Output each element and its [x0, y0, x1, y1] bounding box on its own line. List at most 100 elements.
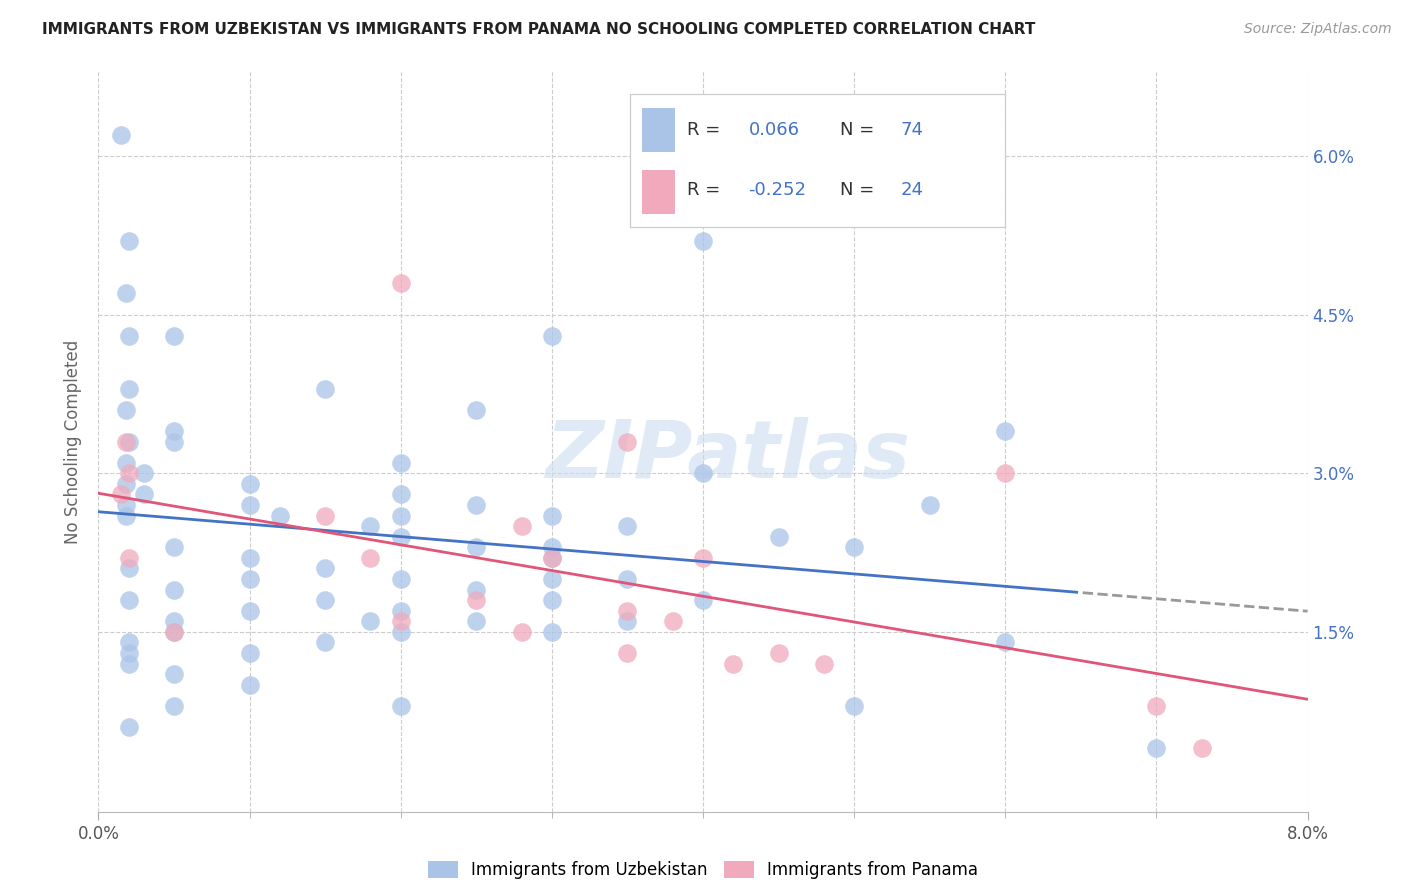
- Point: [616, 646, 638, 660]
- Point: [540, 328, 562, 343]
- Point: [692, 467, 714, 481]
- Point: [163, 328, 186, 343]
- Point: [360, 550, 382, 565]
- Point: [616, 615, 638, 629]
- Point: [994, 467, 1017, 481]
- Point: [118, 720, 141, 734]
- Point: [465, 593, 488, 607]
- Point: [118, 561, 141, 575]
- Point: [239, 550, 262, 565]
- Point: [118, 635, 141, 649]
- Point: [661, 615, 683, 629]
- Point: [813, 657, 835, 671]
- Point: [118, 467, 141, 481]
- Point: [616, 572, 638, 586]
- Point: [465, 498, 488, 512]
- Text: ZIPatlas: ZIPatlas: [544, 417, 910, 495]
- Point: [163, 582, 186, 597]
- Point: [163, 667, 186, 681]
- Point: [163, 615, 186, 629]
- Point: [389, 698, 412, 713]
- Y-axis label: No Schooling Completed: No Schooling Completed: [65, 340, 83, 543]
- Point: [118, 593, 141, 607]
- Point: [768, 646, 790, 660]
- Point: [510, 624, 533, 639]
- Point: [163, 624, 186, 639]
- Point: [314, 382, 336, 396]
- Point: [118, 382, 141, 396]
- Point: [540, 572, 562, 586]
- Point: [110, 487, 132, 501]
- Point: [389, 624, 412, 639]
- Point: [1146, 698, 1168, 713]
- Point: [844, 698, 866, 713]
- Point: [540, 541, 562, 555]
- Point: [1191, 741, 1213, 756]
- Point: [918, 498, 941, 512]
- Point: [118, 550, 141, 565]
- Point: [163, 424, 186, 438]
- Point: [114, 456, 136, 470]
- Point: [465, 541, 488, 555]
- Point: [616, 604, 638, 618]
- Point: [239, 678, 262, 692]
- Legend: Immigrants from Uzbekistan, Immigrants from Panama: Immigrants from Uzbekistan, Immigrants f…: [420, 855, 986, 886]
- Point: [114, 508, 136, 523]
- Point: [723, 657, 745, 671]
- Point: [389, 487, 412, 501]
- Point: [389, 615, 412, 629]
- Point: [360, 519, 382, 533]
- Point: [118, 646, 141, 660]
- Point: [768, 530, 790, 544]
- Point: [314, 593, 336, 607]
- Point: [389, 456, 412, 470]
- Point: [132, 467, 155, 481]
- Point: [540, 550, 562, 565]
- Point: [540, 550, 562, 565]
- Point: [314, 508, 336, 523]
- Point: [239, 498, 262, 512]
- Point: [163, 434, 186, 449]
- Point: [692, 593, 714, 607]
- Point: [540, 624, 562, 639]
- Point: [269, 508, 291, 523]
- Point: [540, 593, 562, 607]
- Point: [239, 476, 262, 491]
- Point: [465, 582, 488, 597]
- Point: [114, 476, 136, 491]
- Point: [132, 487, 155, 501]
- Point: [118, 657, 141, 671]
- Point: [118, 328, 141, 343]
- Point: [994, 635, 1017, 649]
- Point: [163, 541, 186, 555]
- Point: [389, 572, 412, 586]
- Point: [692, 234, 714, 248]
- Point: [114, 402, 136, 417]
- Point: [692, 550, 714, 565]
- Point: [389, 508, 412, 523]
- Point: [110, 128, 132, 142]
- Point: [465, 615, 488, 629]
- Point: [163, 624, 186, 639]
- Point: [239, 604, 262, 618]
- Point: [540, 508, 562, 523]
- Point: [389, 530, 412, 544]
- Point: [1146, 741, 1168, 756]
- Point: [616, 519, 638, 533]
- Point: [114, 286, 136, 301]
- Point: [314, 635, 336, 649]
- Point: [360, 615, 382, 629]
- Point: [239, 646, 262, 660]
- Point: [239, 572, 262, 586]
- Point: [163, 698, 186, 713]
- Point: [994, 424, 1017, 438]
- Point: [844, 541, 866, 555]
- Point: [118, 234, 141, 248]
- Point: [118, 434, 141, 449]
- Point: [510, 519, 533, 533]
- Point: [389, 276, 412, 290]
- Point: [114, 434, 136, 449]
- Point: [314, 561, 336, 575]
- Point: [114, 498, 136, 512]
- Point: [465, 402, 488, 417]
